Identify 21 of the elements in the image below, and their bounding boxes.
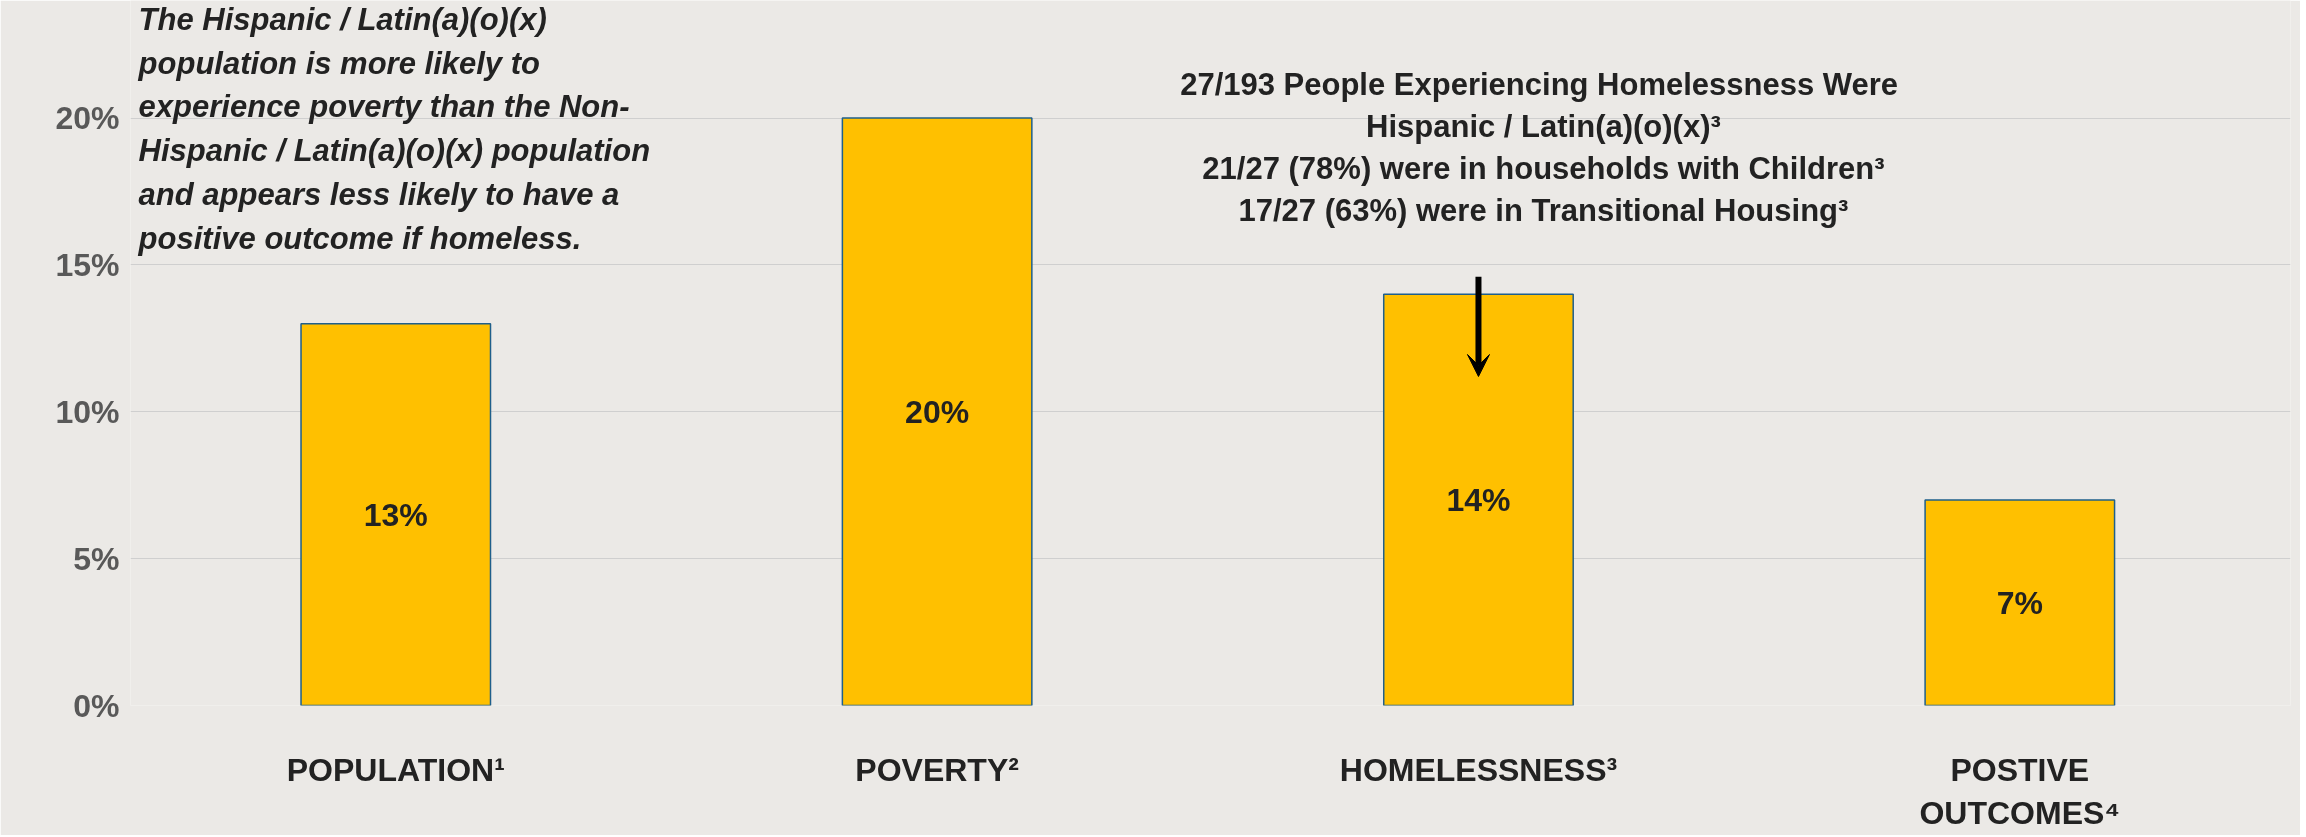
- x-tick-label: POVERTY²: [855, 751, 1019, 788]
- annotation: 21/27 (78%) were in households with Children³: [1202, 150, 1885, 186]
- annotation: 17/27 (63%) were in Transitional Housing³: [1238, 192, 1849, 228]
- bar: [300, 322, 492, 706]
- y-tick-label: 15%: [55, 246, 120, 283]
- data-label: 7%: [1996, 584, 2043, 621]
- annotation: The Hispanic / Latin(a)(o)(x) population is more likely to experience poverty than the Non-Hispanic / Latin(a)(o)(x) population and appears less likely to have a positive outcome if homeless.: [137, 1, 651, 256]
- y-tick-label: 5%: [73, 540, 120, 577]
- y-tick-label: 10%: [55, 393, 120, 430]
- data-label: 13%: [363, 496, 428, 533]
- bar: [1924, 499, 2116, 706]
- x-tick-label: POSTIVE OUTCOMES⁴: [1919, 751, 2121, 831]
- y-tick-label: 0%: [73, 687, 120, 724]
- x-tick-label: HOMELESSNESS³: [1339, 751, 1618, 788]
- data-label: 14%: [1446, 481, 1511, 518]
- x-tick-label: POPULATION¹: [286, 751, 505, 788]
- bar: [841, 117, 1033, 706]
- bar: [1382, 293, 1574, 706]
- y-tick-label: 20%: [55, 100, 120, 136]
- annotation: 27/193 People Experiencing Homelessness Were Hispanic / Latin(a)(o)(x)³: [1180, 66, 1899, 144]
- data-label: 20%: [905, 393, 970, 430]
